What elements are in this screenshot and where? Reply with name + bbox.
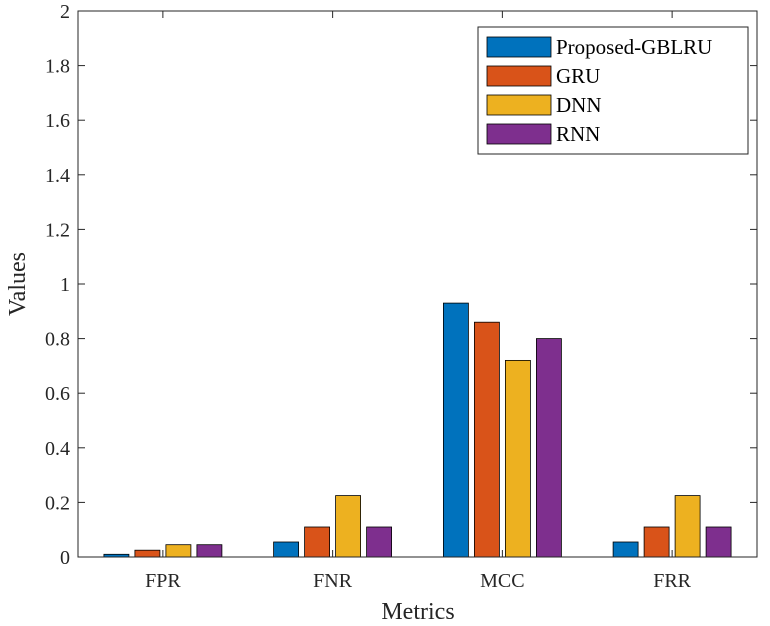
y-tick-label: 1.6	[45, 110, 70, 132]
bar-rnn-fnr	[366, 526, 393, 558]
y-tick-label: 2	[60, 1, 70, 23]
bar-gru-fnr	[304, 526, 331, 558]
legend-swatch-dnn	[486, 94, 552, 116]
bars-layer	[103, 302, 732, 558]
y-tick-label: 0.8	[45, 329, 70, 351]
bar-rnn-mcc	[536, 338, 562, 558]
bar-dnn-fpr	[165, 544, 192, 558]
legend-label-dnn: DNN	[556, 93, 602, 117]
x-tick-label-fpr: FPR	[145, 570, 181, 592]
y-tick-label: 1.4	[45, 165, 70, 187]
legend-label-gru: GRU	[556, 64, 600, 88]
bar-dnn-frr	[674, 495, 701, 558]
y-tick-label: 1.2	[45, 219, 70, 241]
legend-swatch-proposed-gblru	[486, 36, 552, 58]
y-tick-label: 0.2	[45, 492, 70, 514]
bar-gru-mcc	[473, 321, 500, 558]
x-axis-label: Metrics	[381, 599, 454, 625]
y-tick-label: 0.6	[45, 383, 70, 405]
y-tick-label: 0.4	[45, 438, 70, 460]
bar-proposed-gblru-frr	[612, 541, 639, 558]
bar-rnn-fpr	[196, 544, 223, 558]
bar-dnn-mcc	[504, 359, 531, 558]
y-tick-label: 0	[60, 547, 70, 569]
x-tick-label-mcc: MCC	[480, 570, 524, 592]
ticks-layer: 0 0.2 0.4 0.6 0.8 1 1.2 1.4 1.6 1.8 2 FPR FNR MCC FRR	[45, 1, 757, 592]
legend-label-rnn: RNN	[556, 122, 600, 146]
bar-gru-fpr	[134, 549, 161, 558]
y-tick-label: 1	[60, 274, 70, 296]
bar-rnn-frr	[705, 526, 732, 558]
y-axis-label: Values	[5, 252, 31, 316]
legend-swatch-gru	[486, 65, 552, 87]
legend: Proposed-GBLRU GRU DNN RNN	[477, 26, 749, 155]
legend-label-proposed-gblru: Proposed-GBLRU	[556, 35, 712, 59]
bar-gru-frr	[643, 526, 670, 558]
bar-dnn-fnr	[335, 495, 362, 558]
bar-proposed-gblru-mcc	[442, 302, 469, 558]
x-tick-label-frr: FRR	[653, 570, 691, 592]
bar-proposed-gblru-fnr	[273, 541, 300, 558]
y-tick-label: 1.8	[45, 56, 70, 78]
legend-swatch-rnn	[486, 123, 552, 145]
x-tick-label-fnr: FNR	[313, 570, 353, 592]
